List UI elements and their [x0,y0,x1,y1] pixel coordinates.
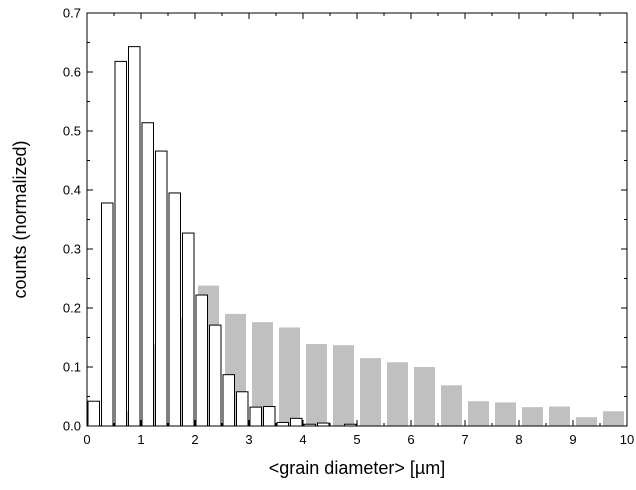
filled-bar-17 [549,406,570,426]
filled-bar-7 [279,327,300,426]
y-tick-label: 0.5 [63,124,81,139]
outline-bar-5 [155,150,168,427]
filled-bar-12 [414,367,435,426]
outline-bar-10 [222,374,235,427]
outline-bar-7 [182,232,195,427]
y-tick-label: 0.4 [63,183,81,198]
filled-bar-13 [441,385,462,426]
outline-bar-14 [276,421,289,427]
filled-bar-9 [333,345,354,426]
filled-bar-11 [387,362,408,426]
axis-ticks [86,12,628,427]
outline-bar-6 [168,192,181,427]
y-tick-label: 0.1 [63,360,81,375]
filled-bar-14 [468,401,489,426]
filled-bar-6 [252,322,273,426]
x-tick-label: 7 [461,432,468,447]
y-tick-label: 0.7 [63,6,81,21]
x-axis-title: <grain diameter> [µm] [269,458,445,478]
filled-bar-15 [495,402,516,426]
tick-labels: 0 1 2 3 4 5 6 7 8 9 10 0.0 0.1 0.2 0.3 0.4 0.5 0.6 0.7 [63,6,634,448]
y-tick-label: 0.6 [63,65,81,80]
x-tick-label: 4 [299,432,306,447]
x-tick-label: 9 [569,432,576,447]
outline-bar-11 [236,391,249,427]
outline-bar-13 [263,406,276,427]
x-tick-label: 3 [245,432,252,447]
filled-bar-8 [306,343,327,426]
filled-bar-0 [90,424,111,426]
outline-bar-12 [249,406,262,427]
filled-bar-18 [576,417,597,426]
outline-bar-4 [141,122,154,427]
x-tick-label: 10 [620,432,634,447]
x-tick-label: 0 [83,432,90,447]
x-tick-label: 8 [515,432,522,447]
plot-frame [86,12,628,427]
x-tick-label: 6 [407,432,414,447]
y-tick-label: 0.2 [63,301,81,316]
filled-bar-16 [522,407,543,426]
outline-bar-3 [128,46,141,427]
x-tick-label: 2 [191,432,198,447]
outline-bar-9 [209,324,222,427]
outline-bar-2 [114,60,127,427]
outline-bar-8 [195,294,208,427]
y-axis-title: counts (normalized) [10,140,30,298]
filled-bar-19 [603,411,624,426]
outline-bar-1 [101,202,114,427]
outline-bar-0 [87,400,100,427]
filled-bar-10 [360,358,381,426]
bars-layer [87,46,624,427]
y-tick-label: 0.0 [63,419,81,434]
x-tick-label: 1 [137,432,144,447]
y-tick-label: 0.3 [63,242,81,257]
outline-bar-15 [290,417,303,427]
x-tick-label: 5 [353,432,360,447]
